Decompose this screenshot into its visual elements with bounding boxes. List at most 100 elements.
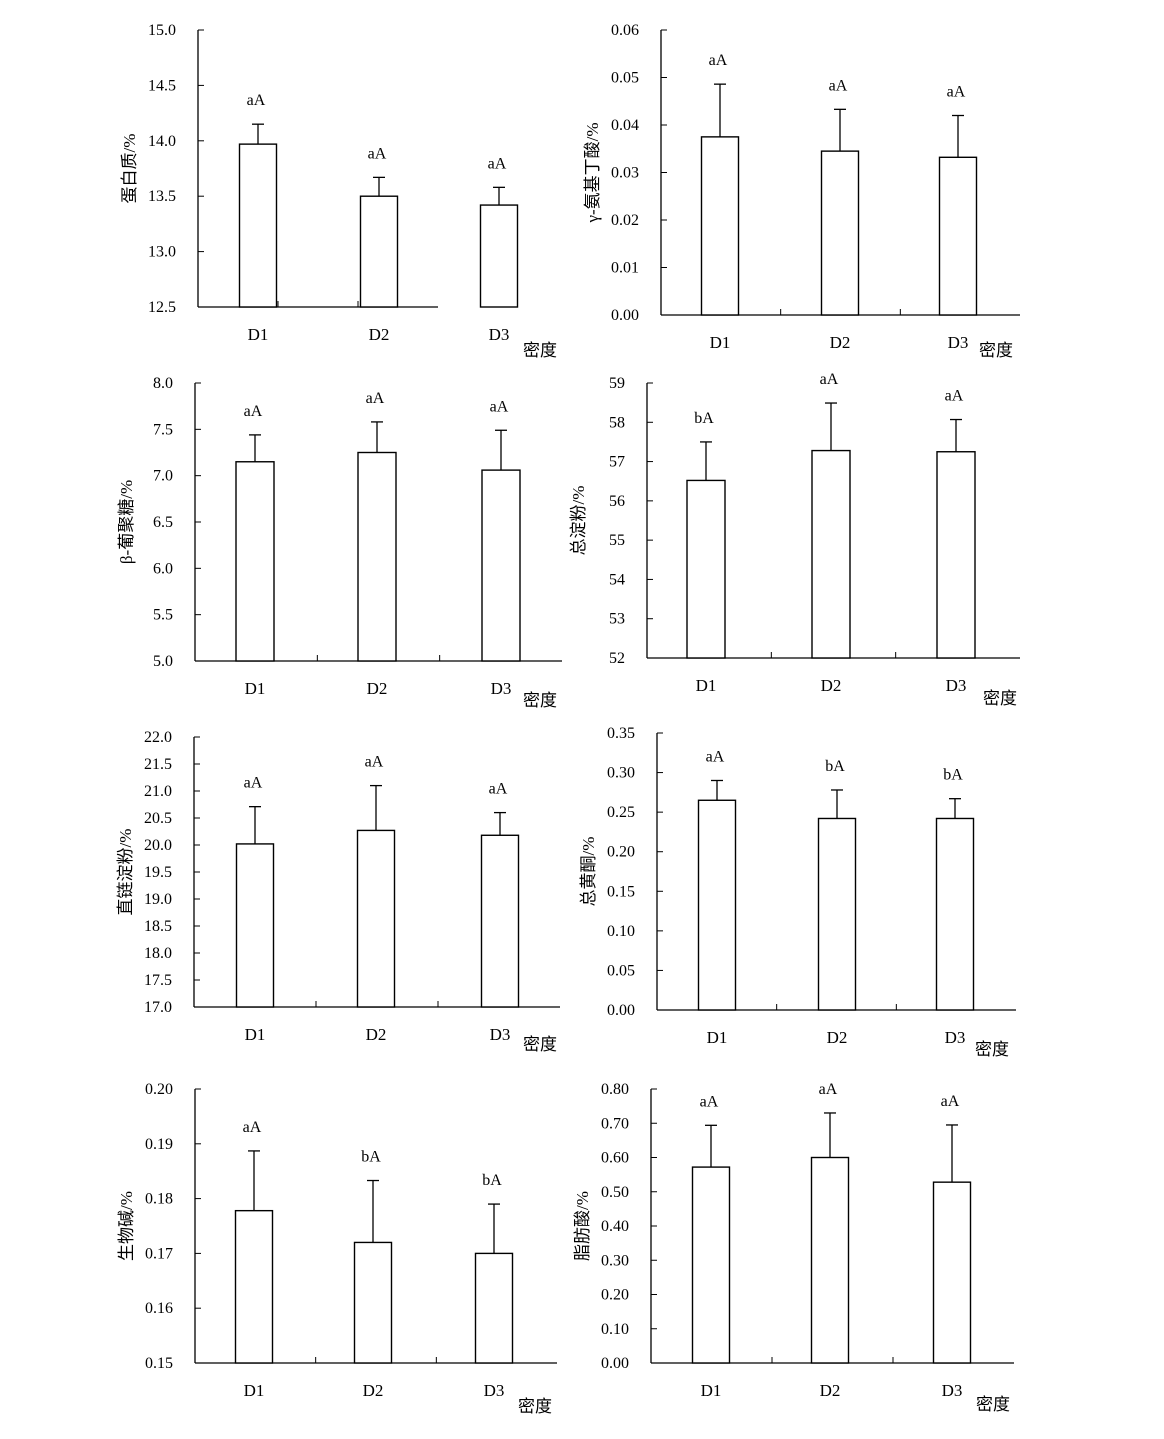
- y-tick-label: 13.0: [148, 244, 176, 261]
- significance-label: aA: [490, 398, 509, 415]
- y-tick-label: 58: [609, 414, 625, 431]
- chart-panel-8: 0.00 0.10 0.20 0.30 0.40 0.50 0.60 0.70 0.80 aA D1…: [573, 1081, 1014, 1414]
- y-tick-label: 0.03: [611, 165, 639, 182]
- y-tick-label: 22.0: [144, 729, 172, 746]
- y-tick-label: 57: [609, 454, 625, 471]
- x-category-label: D2: [369, 325, 390, 344]
- y-tick-label: 0.00: [611, 307, 639, 324]
- bar-d3: [474, 1252, 514, 1364]
- x-axis-title: 密度: [523, 691, 557, 710]
- y-tick-label: 55: [609, 532, 625, 549]
- y-tick-label: 0.20: [601, 1287, 629, 1304]
- significance-label: aA: [365, 754, 384, 771]
- y-tick-label: 21.0: [144, 783, 172, 800]
- x-category-label: D1: [696, 676, 717, 695]
- y-tick-label: 0.16: [145, 1300, 173, 1317]
- significance-label: bA: [694, 410, 714, 427]
- y-tick-label: 0.01: [611, 260, 639, 277]
- y-axis-title: 总黄酮/%: [579, 837, 598, 907]
- y-tick-label: 0.05: [611, 70, 639, 87]
- bar-d1: [697, 799, 737, 1011]
- y-tick-label: 0.00: [607, 1002, 635, 1019]
- y-tick-label: 0.50: [601, 1184, 629, 1201]
- y-tick-label: 17.0: [144, 999, 172, 1016]
- bar-d1: [235, 843, 275, 1008]
- y-tick-label: 59: [609, 375, 625, 392]
- bar-d2: [353, 1241, 393, 1364]
- y-tick-label: 0.10: [601, 1321, 629, 1338]
- x-category-label: D1: [710, 333, 731, 352]
- y-tick-label: 6.0: [153, 560, 173, 577]
- y-tick-label: 0.15: [145, 1355, 173, 1372]
- y-tick-label: 0.17: [145, 1245, 173, 1262]
- x-axis-title: 密度: [983, 689, 1017, 708]
- x-category-label: D1: [245, 1025, 266, 1044]
- y-tick-label: 19.5: [144, 864, 172, 881]
- y-tick-label: 19.0: [144, 891, 172, 908]
- y-tick-label: 0.00: [601, 1355, 629, 1372]
- y-tick-label: 14.0: [148, 133, 176, 150]
- x-axis-title: 密度: [523, 1035, 557, 1054]
- y-tick-label: 0.30: [607, 765, 635, 782]
- bar-d1: [238, 143, 278, 308]
- y-tick-label: 5.0: [153, 653, 173, 670]
- bar-d3: [481, 469, 521, 662]
- y-tick-label: 17.5: [144, 972, 172, 989]
- significance-label: aA: [488, 155, 507, 172]
- y-tick-label: 18.5: [144, 918, 172, 935]
- x-category-label: D3: [484, 1381, 505, 1400]
- significance-label: aA: [489, 781, 508, 798]
- y-tick-label: 20.5: [144, 810, 172, 827]
- x-category-label: D2: [827, 1028, 848, 1047]
- bar-d1: [700, 136, 740, 316]
- x-category-label: D1: [245, 679, 266, 698]
- x-category-label: D3: [489, 325, 510, 344]
- x-category-label: D2: [830, 333, 851, 352]
- y-tick-label: 15.0: [148, 22, 176, 39]
- x-axis-title: 密度: [976, 1395, 1010, 1414]
- significance-label: aA: [366, 390, 385, 407]
- significance-label: aA: [709, 52, 728, 69]
- x-category-label: D3: [491, 679, 512, 698]
- significance-label: aA: [244, 775, 263, 792]
- x-category-label: D3: [945, 1028, 966, 1047]
- significance-label: bA: [825, 758, 845, 775]
- y-tick-label: 5.5: [153, 607, 173, 624]
- y-tick-label: 0.10: [607, 923, 635, 940]
- significance-label: aA: [700, 1093, 719, 1110]
- y-tick-label: 0.05: [607, 962, 635, 979]
- y-tick-label: 0.20: [145, 1081, 173, 1098]
- chart-panel-6: 0.00 0.05 0.10 0.15 0.20 0.25 0.30 0.35 aA D1 bA D2…: [579, 725, 1016, 1059]
- y-axis-title: γ-氨基丁酸/%: [583, 122, 602, 223]
- y-tick-label: 0.02: [611, 212, 639, 229]
- significance-label: aA: [945, 388, 964, 405]
- bar-d2: [820, 150, 860, 316]
- bar-d2: [356, 829, 396, 1008]
- significance-label: aA: [941, 1093, 960, 1110]
- y-tick-label: 0.19: [145, 1136, 173, 1153]
- chart-panel-2: 0.00 0.01 0.02 0.03 0.04 0.05 0.06 aA D1 aA D2 aA D3…: [583, 22, 1020, 360]
- y-axis-title: 脂肪酸/%: [573, 1191, 592, 1261]
- y-tick-label: 52: [609, 650, 625, 667]
- x-category-label: D1: [707, 1028, 728, 1047]
- y-tick-label: 14.5: [148, 77, 176, 94]
- y-tick-label: 8.0: [153, 375, 173, 392]
- y-tick-label: 0.35: [607, 725, 635, 742]
- bar-d2: [357, 451, 397, 662]
- x-category-label: D3: [942, 1381, 963, 1400]
- y-tick-label: 0.06: [611, 22, 639, 39]
- y-axis-title: 生物碱/%: [117, 1191, 136, 1261]
- y-tick-label: 54: [609, 571, 625, 588]
- x-category-label: D2: [821, 676, 842, 695]
- significance-label: aA: [368, 145, 387, 162]
- y-axis-title: 蛋白质/%: [120, 134, 139, 204]
- significance-label: aA: [829, 77, 848, 94]
- chart-panel-3: 5.0 5.5 6.0 6.5 7.0 7.5 8.0 aA D1 aA D2 aA D3 β-葡聚糖/%…: [117, 375, 562, 710]
- significance-label: aA: [244, 403, 263, 420]
- x-category-label: D1: [701, 1381, 722, 1400]
- bar-d3: [935, 817, 975, 1011]
- x-category-label: D2: [820, 1381, 841, 1400]
- y-axis-title: β-葡聚糖/%: [117, 480, 136, 564]
- significance-label: aA: [706, 748, 725, 765]
- bar-d3: [938, 156, 978, 316]
